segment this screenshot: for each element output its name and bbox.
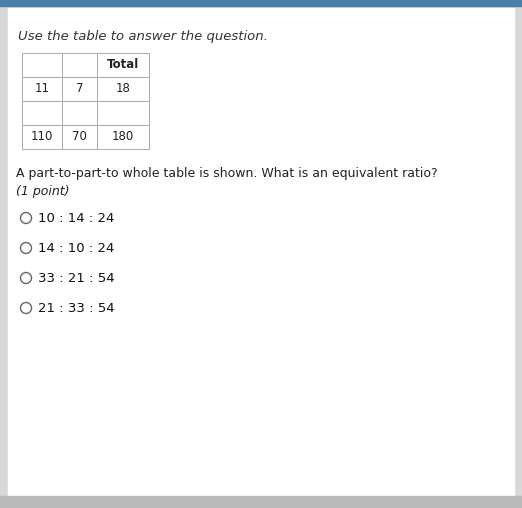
Bar [22, 77, 62, 101]
Bar [0, 496, 522, 508]
Bar [62, 53, 97, 77]
Bar [62, 77, 97, 101]
Bar [62, 101, 97, 125]
Text: (1 point): (1 point) [16, 185, 69, 198]
Bar [97, 77, 149, 101]
Text: Total: Total [107, 58, 139, 72]
Bar [97, 53, 149, 77]
Text: 7: 7 [76, 82, 83, 96]
Bar [22, 125, 62, 149]
Text: 33 : 21 : 54: 33 : 21 : 54 [38, 271, 114, 284]
Text: 21 : 33 : 54: 21 : 33 : 54 [38, 302, 114, 314]
Bar [0, 0, 522, 6]
Text: 10 : 14 : 24: 10 : 14 : 24 [38, 211, 114, 225]
Text: 11: 11 [34, 82, 50, 96]
Text: 110: 110 [31, 131, 53, 143]
Text: Use the table to answer the question.: Use the table to answer the question. [18, 30, 268, 43]
Bar [22, 101, 62, 125]
Bar [62, 125, 97, 149]
Bar [97, 125, 149, 149]
Text: 14 : 10 : 24: 14 : 10 : 24 [38, 241, 114, 255]
Circle shape [20, 272, 31, 283]
Bar [22, 53, 62, 77]
Circle shape [20, 302, 31, 313]
Circle shape [20, 242, 31, 253]
Bar [97, 101, 149, 125]
Text: 18: 18 [115, 82, 130, 96]
Text: 70: 70 [72, 131, 87, 143]
Text: 180: 180 [112, 131, 134, 143]
Text: A part-to-part-to whole table is shown. What is an equivalent ratio?: A part-to-part-to whole table is shown. … [16, 167, 437, 180]
Circle shape [20, 212, 31, 224]
